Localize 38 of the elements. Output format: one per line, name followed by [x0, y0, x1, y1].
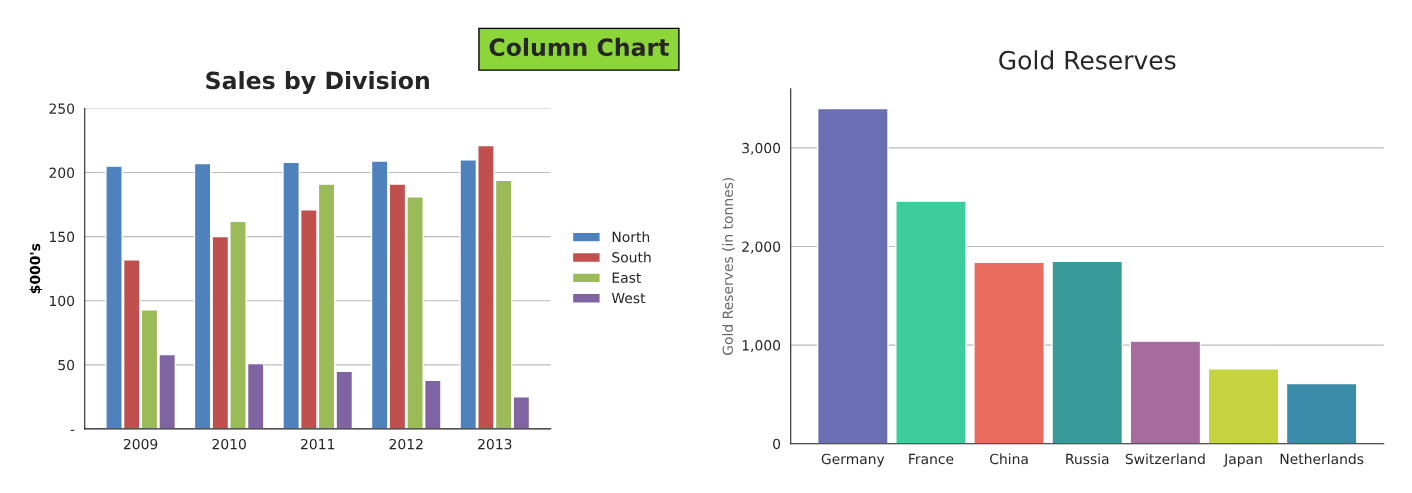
x-tick-label: 2012 — [389, 438, 423, 450]
x-tick-label: China — [990, 453, 1028, 465]
bar — [973, 261, 1045, 444]
bar — [895, 200, 967, 444]
bar — [1285, 382, 1358, 444]
legend-label: East — [612, 272, 642, 283]
y-tick-label: 3,000 — [742, 142, 781, 155]
x-tick-label: Russia — [1066, 453, 1109, 465]
y-tick-label: 0 — [773, 438, 781, 450]
y-tick-label: 2,000 — [742, 241, 781, 254]
y-tick-label: 1,000 — [742, 340, 781, 352]
x-tick-label: France — [909, 453, 954, 465]
x-tick-label: 2010 — [212, 438, 246, 450]
legend-label: North — [612, 231, 650, 243]
chart-title: Gold Reserves — [999, 50, 1176, 70]
y-tick-label: 50 — [58, 359, 75, 371]
legend-label: South — [612, 251, 651, 263]
x-tick-label: Switzerland — [1125, 453, 1205, 465]
bar — [1129, 340, 1202, 444]
y-tick-label: 150 — [50, 231, 75, 243]
x-tick-label: Germany — [821, 453, 885, 467]
y-tick-label: 200 — [49, 167, 75, 179]
bar — [1051, 260, 1124, 444]
chart-title: Sales by Division — [206, 71, 429, 95]
x-tick-label: 2011 — [301, 438, 335, 450]
y-tick-label: 100 — [50, 295, 75, 307]
y-axis-title: Gold Reserves (in tonnes) — [722, 177, 735, 355]
bar — [1207, 368, 1280, 444]
x-tick-label: Japan — [1223, 453, 1262, 467]
text: Column Chart — [489, 37, 669, 57]
legend-label: West — [611, 292, 646, 304]
bar — [816, 107, 889, 444]
y-tick-label: 250 — [49, 103, 75, 114]
x-tick-label: Netherlands — [1280, 453, 1364, 465]
y-tick-label: - — [70, 429, 75, 431]
x-tick-label: 2009 — [123, 438, 158, 450]
y-axis-title: $000's — [29, 243, 43, 294]
x-tick-label: 2013 — [478, 438, 512, 450]
